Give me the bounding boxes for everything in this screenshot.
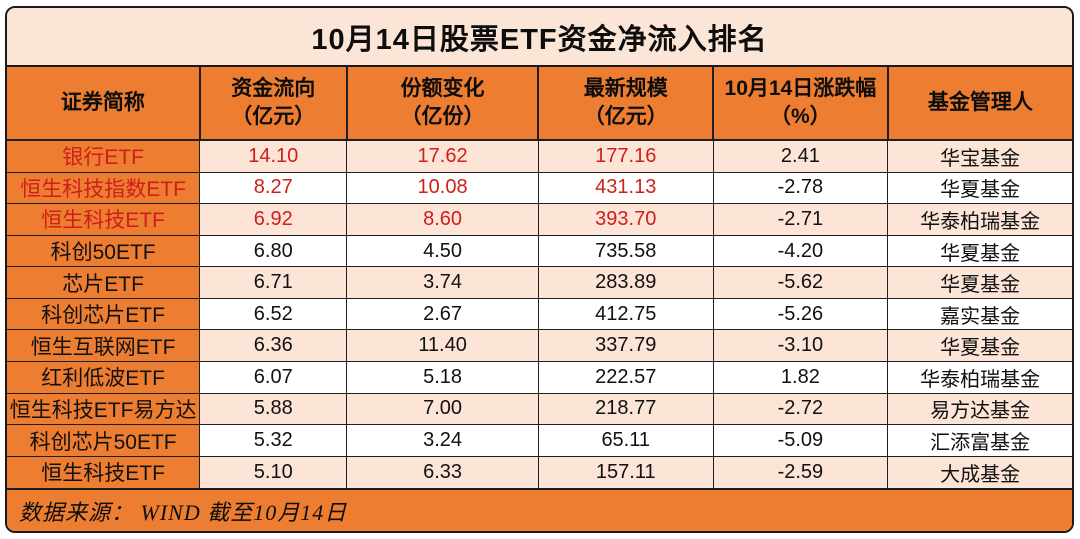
value-cell: -2.59	[712, 455, 889, 488]
value-cell: 大成基金	[887, 455, 1072, 488]
etf-table: 证券简称 资金流向 （亿元） 份额变化 （亿份） 最新规模 （亿元） 10月14…	[7, 67, 1072, 488]
value-cell: 4.50	[346, 234, 539, 268]
column-header-fund-flow: 资金流向 （亿元）	[198, 67, 348, 141]
value-cell: -5.62	[712, 266, 889, 299]
value-cell: 337.79	[537, 329, 714, 363]
value-cell: 6.07	[199, 361, 348, 394]
value-cell: 6.36	[199, 329, 348, 363]
value-cell: 华泰柏瑞基金	[887, 203, 1072, 236]
table-row: 科创芯片ETF 6.52 2.67 412.75 -5.26 嘉实基金	[7, 297, 1072, 331]
value-cell: 华夏基金	[887, 266, 1072, 299]
value-cell: 易方达基金	[887, 392, 1072, 426]
value-cell: 华夏基金	[887, 171, 1072, 205]
value-cell: 177.16	[537, 139, 714, 173]
value-cell: 8.60	[346, 203, 539, 236]
etf-name-cell: 科创50ETF	[7, 234, 201, 268]
value-cell: 8.27	[199, 171, 348, 205]
column-header-security-name: 证券简称	[7, 67, 201, 141]
etf-name-cell: 恒生科技ETF	[7, 455, 201, 488]
value-cell: 2.41	[712, 139, 889, 173]
value-cell: 412.75	[537, 297, 714, 331]
column-header-share-change: 份额变化 （亿份）	[345, 67, 540, 141]
value-cell: 222.57	[537, 361, 714, 394]
value-cell: 汇添富基金	[887, 424, 1072, 457]
value-cell: 65.11	[537, 424, 714, 457]
value-cell: 5.32	[199, 424, 348, 457]
column-header-daily-change: 10月14日涨跌幅 （%）	[712, 67, 889, 141]
etf-name-cell: 芯片ETF	[7, 266, 201, 299]
etf-name-cell: 科创芯片50ETF	[7, 424, 201, 457]
footer-band: 数据来源： WIND 截至10月14日	[7, 488, 1072, 531]
etf-name-cell: 恒生科技ETF	[7, 203, 201, 236]
value-cell: 431.13	[537, 171, 714, 205]
value-cell: 华夏基金	[887, 329, 1072, 363]
table-row: 红利低波ETF 6.07 5.18 222.57 1.82 华泰柏瑞基金	[7, 361, 1072, 394]
value-cell: 华宝基金	[887, 139, 1072, 173]
value-cell: -5.26	[712, 297, 889, 331]
value-cell: -4.20	[712, 234, 889, 268]
etf-name-cell: 红利低波ETF	[7, 361, 201, 394]
value-cell: 7.00	[346, 392, 539, 426]
value-cell: 157.11	[537, 455, 714, 488]
etf-name-cell: 恒生科技ETF易方达	[7, 392, 201, 426]
value-cell: -2.78	[712, 171, 889, 205]
value-cell: -2.72	[712, 392, 889, 426]
value-cell: 嘉实基金	[887, 297, 1072, 331]
value-cell: 14.10	[199, 139, 348, 173]
column-header-fund-manager: 基金管理人	[886, 67, 1072, 141]
title-band: 10月14日股票ETF资金净流入排名	[7, 8, 1072, 67]
value-cell: 218.77	[537, 392, 714, 426]
value-cell: -2.71	[712, 203, 889, 236]
table-row: 恒生互联网ETF 6.36 11.40 337.79 -3.10 华夏基金	[7, 329, 1072, 363]
value-cell: 华泰柏瑞基金	[887, 361, 1072, 394]
etf-name-cell: 恒生科技指数ETF	[7, 171, 201, 205]
table-row: 银行ETF 14.10 17.62 177.16 2.41 华宝基金	[7, 139, 1072, 173]
value-cell: 华夏基金	[887, 234, 1072, 268]
value-cell: 10.08	[346, 171, 539, 205]
etf-name-cell: 银行ETF	[7, 139, 201, 173]
value-cell: 6.33	[346, 455, 539, 488]
value-cell: 1.82	[712, 361, 889, 394]
data-source-note: 数据来源： WIND 截至10月14日	[19, 499, 348, 525]
table-row: 恒生科技指数ETF 8.27 10.08 431.13 -2.78 华夏基金	[7, 171, 1072, 205]
value-cell: 735.58	[537, 234, 714, 268]
value-cell: -3.10	[712, 329, 889, 363]
table-row: 科创芯片50ETF 5.32 3.24 65.11 -5.09 汇添富基金	[7, 424, 1072, 457]
page-title: 10月14日股票ETF资金净流入排名	[311, 23, 768, 56]
value-cell: 3.74	[346, 266, 539, 299]
value-cell: -5.09	[712, 424, 889, 457]
value-cell: 3.24	[346, 424, 539, 457]
value-cell: 5.10	[199, 455, 348, 488]
table-header: 证券简称 资金流向 （亿元） 份额变化 （亿份） 最新规模 （亿元） 10月14…	[7, 67, 1072, 141]
table-row: 科创50ETF 6.80 4.50 735.58 -4.20 华夏基金	[7, 234, 1072, 268]
header-row: 证券简称 资金流向 （亿元） 份额变化 （亿份） 最新规模 （亿元） 10月14…	[7, 67, 1072, 141]
value-cell: 393.70	[537, 203, 714, 236]
value-cell: 283.89	[537, 266, 714, 299]
value-cell: 6.92	[199, 203, 348, 236]
table-wrap: 证券简称 资金流向 （亿元） 份额变化 （亿份） 最新规模 （亿元） 10月14…	[7, 67, 1072, 488]
value-cell: 6.52	[199, 297, 348, 331]
value-cell: 6.71	[199, 266, 348, 299]
value-cell: 11.40	[346, 329, 539, 363]
table-body: 银行ETF 14.10 17.62 177.16 2.41 华宝基金 恒生科技指数ETF 8.…	[7, 139, 1072, 488]
etf-ranking-card: 10月14日股票ETF资金净流入排名 证券简称 资金流向 （亿元） 份额变化 （…	[5, 6, 1074, 533]
etf-name-cell: 科创芯片ETF	[7, 297, 201, 331]
etf-name-cell: 恒生互联网ETF	[7, 329, 201, 363]
column-header-latest-scale: 最新规模 （亿元）	[537, 67, 715, 141]
value-cell: 5.18	[346, 361, 539, 394]
value-cell: 6.80	[199, 234, 348, 268]
value-cell: 2.67	[346, 297, 539, 331]
table-row: 芯片ETF 6.71 3.74 283.89 -5.62 华夏基金	[7, 266, 1072, 299]
table-row: 恒生科技ETF 5.10 6.33 157.11 -2.59 大成基金	[7, 455, 1072, 488]
value-cell: 17.62	[346, 139, 539, 173]
value-cell: 5.88	[199, 392, 348, 426]
table-row: 恒生科技ETF易方达 5.88 7.00 218.77 -2.72 易方达基金	[7, 392, 1072, 426]
table-row: 恒生科技ETF 6.92 8.60 393.70 -2.71 华泰柏瑞基金	[7, 203, 1072, 236]
